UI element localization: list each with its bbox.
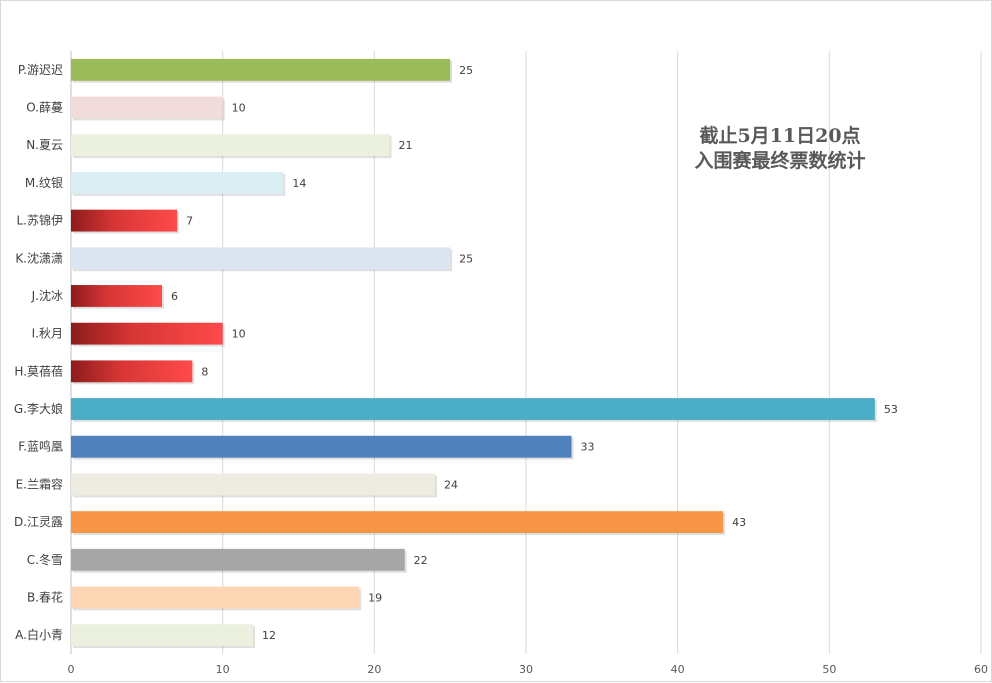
category-label: L.苏锦伊 xyxy=(16,214,63,228)
bar xyxy=(71,548,405,571)
x-tick-label: 60 xyxy=(974,663,988,676)
data-label: 22 xyxy=(414,554,428,567)
data-label: 10 xyxy=(232,102,246,115)
bar xyxy=(71,209,178,232)
data-label: 12 xyxy=(262,629,276,642)
bar xyxy=(71,511,724,534)
bar xyxy=(71,624,253,647)
category-label: J.沈冰 xyxy=(31,288,63,303)
x-tick-label: 10 xyxy=(216,663,230,676)
data-label: 6 xyxy=(171,290,178,303)
data-label: 53 xyxy=(884,403,898,416)
data-label: 8 xyxy=(201,365,208,378)
data-label: 33 xyxy=(581,441,595,454)
bars xyxy=(71,58,877,649)
labels: 0 10 20 30 40 50 60 A.白小青 12 B.春花 19 C.冬雪 22 D.江灵露 43 E… xyxy=(14,63,988,676)
category-label: G.李大娘 xyxy=(14,401,63,416)
category-label: O.薛蔓 xyxy=(26,101,63,115)
bar xyxy=(71,58,451,81)
data-label: 7 xyxy=(186,215,193,228)
bar xyxy=(71,171,284,194)
bar xyxy=(71,96,223,119)
chart-title-line-2: 入围赛最终票数统计 xyxy=(694,149,865,172)
category-label: C.冬雪 xyxy=(27,552,63,567)
x-tick-label: 20 xyxy=(367,663,381,676)
category-label: N.夏云 xyxy=(26,138,63,152)
category-label: K.沈潇潇 xyxy=(15,250,63,265)
bar xyxy=(71,398,875,420)
data-label: 10 xyxy=(232,328,246,341)
category-label: E.兰霜容 xyxy=(16,476,63,491)
bar xyxy=(71,134,390,157)
data-label: 43 xyxy=(732,516,746,529)
category-label: A.白小青 xyxy=(15,627,63,642)
x-tick-label: 50 xyxy=(822,663,836,676)
data-label: 25 xyxy=(459,252,473,265)
category-label: P.游迟迟 xyxy=(18,63,63,77)
category-label: I.秋月 xyxy=(32,327,63,341)
x-tick-label: 40 xyxy=(671,663,685,676)
data-label: 14 xyxy=(292,177,306,190)
chart-title: 截止5月11日20点 入围赛最终票数统计 xyxy=(694,124,865,172)
bar xyxy=(71,473,435,496)
category-label: H.莫蓓蓓 xyxy=(14,364,63,378)
bar xyxy=(71,435,572,458)
data-label: 21 xyxy=(399,139,413,152)
category-label: B.春花 xyxy=(27,589,63,604)
data-label: 19 xyxy=(368,591,382,604)
bar xyxy=(71,247,451,270)
category-label: M.纹银 xyxy=(25,176,63,190)
data-label: 24 xyxy=(444,478,458,491)
bar xyxy=(71,586,360,609)
data-label: 25 xyxy=(459,64,473,77)
bar xyxy=(71,360,193,383)
bar xyxy=(71,285,162,307)
category-label: F.蓝鸣凰 xyxy=(18,439,63,454)
x-tick-label: 0 xyxy=(68,663,75,676)
category-label: D.江灵露 xyxy=(14,515,63,529)
chart-title-line-1: 截止5月11日20点 xyxy=(699,124,860,147)
bar xyxy=(71,322,223,345)
x-tick-label: 30 xyxy=(519,663,533,676)
